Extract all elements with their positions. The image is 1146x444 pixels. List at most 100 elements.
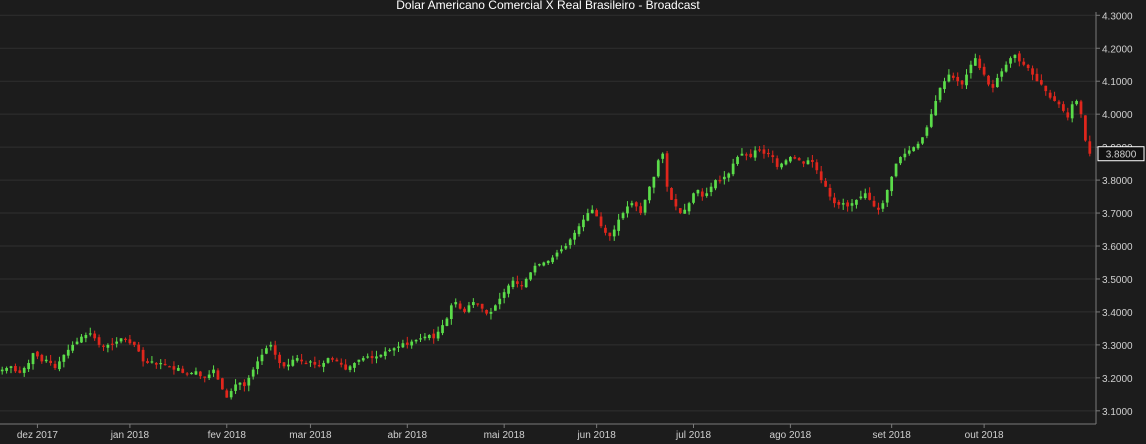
candle-body: [31, 353, 35, 365]
candle: [150, 356, 154, 364]
candle-body: [608, 232, 612, 237]
candle-body: [150, 361, 154, 363]
candle-body: [753, 150, 757, 158]
candle-body: [507, 285, 510, 294]
candle-body: [176, 367, 180, 371]
candle-body: [124, 338, 127, 340]
candle: [943, 77, 946, 93]
candle-body: [665, 153, 669, 187]
candle: [824, 178, 827, 188]
candle: [762, 144, 766, 159]
price-tick-label: 3.7000: [1102, 209, 1133, 220]
candle: [573, 230, 576, 245]
candle: [982, 63, 986, 77]
candle-body: [80, 336, 83, 343]
candle: [1057, 99, 1061, 108]
candle-body: [119, 338, 123, 342]
candle-body: [705, 193, 709, 196]
candle: [797, 157, 801, 161]
candle: [789, 156, 792, 164]
candle: [110, 337, 114, 351]
candle-body: [1062, 104, 1065, 111]
candle: [357, 359, 361, 366]
candle-body: [938, 87, 942, 100]
candle: [965, 69, 968, 90]
candle-body: [185, 373, 189, 375]
candle-body: [991, 84, 995, 88]
candle: [520, 281, 524, 290]
candle-body: [885, 189, 889, 203]
candle: [626, 201, 629, 218]
candle: [995, 73, 999, 88]
candle: [736, 155, 739, 166]
candle: [731, 158, 735, 177]
candle-body: [573, 232, 576, 240]
candle-body: [872, 200, 876, 207]
price-tick-label: 3.3000: [1102, 341, 1133, 352]
candle-body: [9, 366, 13, 368]
candle: [467, 301, 471, 314]
candle: [1070, 101, 1074, 123]
candle-body: [348, 366, 352, 370]
candle-body: [159, 363, 163, 365]
candle: [916, 141, 920, 150]
candle-body: [220, 378, 224, 390]
candle-body: [97, 337, 101, 345]
candle: [80, 333, 83, 344]
candle-body: [850, 203, 854, 206]
price-tick-label: 3.1000: [1102, 407, 1133, 418]
candle: [542, 261, 546, 267]
candle: [326, 357, 330, 364]
candle-body: [243, 382, 246, 387]
candle: [216, 368, 220, 380]
candle-body: [568, 239, 572, 246]
candle-body: [586, 213, 590, 221]
candle-body: [93, 333, 97, 339]
candle: [445, 317, 449, 327]
candle: [538, 263, 541, 267]
candle: [674, 193, 678, 211]
candle: [987, 74, 990, 87]
candle-body: [921, 137, 924, 144]
candle-body: [1070, 104, 1074, 119]
candle-body: [648, 186, 651, 201]
candle: [555, 249, 559, 260]
candle: [502, 288, 506, 304]
candle: [665, 150, 669, 192]
candle-body: [524, 278, 528, 288]
candle-body: [793, 157, 797, 159]
candle: [775, 155, 779, 170]
candle-body: [1031, 68, 1034, 75]
candle-body: [353, 363, 356, 368]
candle: [419, 333, 422, 343]
candle: [912, 146, 916, 152]
candle: [88, 327, 92, 337]
candle-body: [22, 367, 26, 373]
candle: [1048, 89, 1052, 100]
candle-body: [383, 351, 387, 356]
candle-body: [379, 354, 383, 357]
candle-body: [604, 227, 607, 233]
candle: [119, 338, 123, 344]
candle: [841, 198, 845, 210]
candle: [683, 203, 687, 214]
candle-body: [612, 229, 616, 237]
candle-body: [14, 366, 17, 372]
candle-body: [727, 173, 731, 178]
candle: [414, 339, 418, 344]
candle: [269, 341, 273, 351]
candle: [885, 189, 889, 207]
candle: [894, 163, 898, 178]
time-tick-label: jan 2018: [110, 430, 150, 441]
candle: [366, 353, 370, 359]
candle: [58, 356, 61, 372]
candle-body: [344, 364, 348, 370]
candle: [106, 343, 110, 353]
candle: [758, 146, 761, 153]
candle-body: [837, 201, 841, 205]
candle: [630, 200, 634, 208]
candle-body: [529, 272, 532, 280]
candle: [397, 341, 400, 352]
candle-body: [617, 219, 621, 231]
